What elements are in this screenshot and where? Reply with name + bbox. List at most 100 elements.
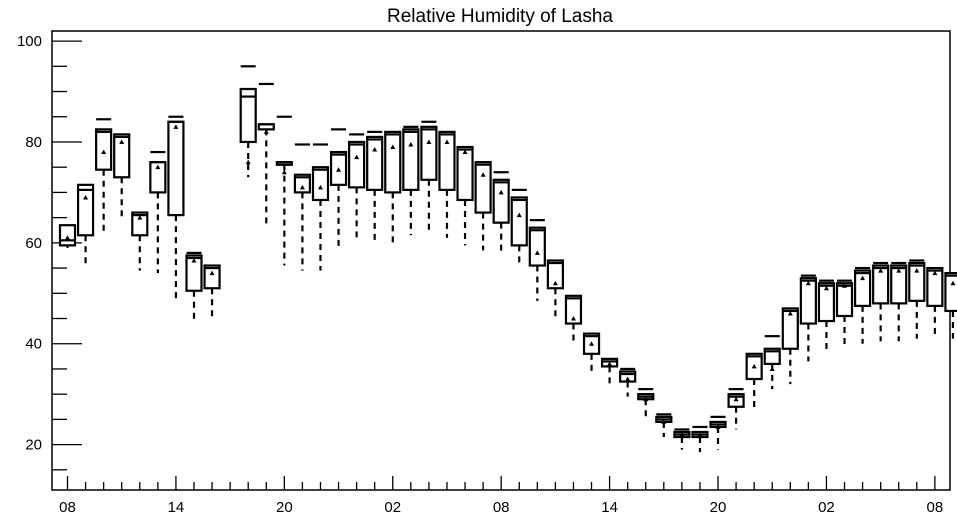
box-group: [781, 307, 799, 385]
mean-marker: [263, 129, 269, 134]
box-group: [293, 143, 312, 271]
box-group: [275, 115, 293, 266]
box: [456, 145, 474, 202]
mean-marker: [715, 424, 721, 429]
box-group: [673, 428, 691, 450]
mean-marker: [589, 341, 595, 346]
box-group: [944, 272, 957, 339]
mean-marker: [372, 147, 378, 152]
mean-marker: [281, 169, 287, 175]
box-group: [257, 82, 275, 226]
box: [113, 133, 131, 179]
box: [402, 128, 420, 191]
x-tick-label: 08: [59, 499, 76, 516]
box: [384, 130, 402, 194]
mean-marker: [155, 164, 161, 170]
box-group: [745, 352, 763, 410]
box-group: [420, 120, 438, 233]
mean-marker: [516, 212, 522, 218]
box: [872, 264, 890, 305]
box: [76, 183, 95, 237]
box-group: [95, 118, 113, 236]
x-tick-label: 02: [384, 499, 401, 516]
box: [528, 226, 546, 267]
mean-marker: [860, 275, 866, 281]
mean-marker: [390, 144, 396, 150]
box: [944, 272, 957, 313]
box-group: [113, 133, 131, 221]
y-axis: 20 40 60 80 100: [17, 33, 82, 471]
box-series: [58, 65, 957, 453]
mean-marker: [336, 167, 342, 172]
box: [474, 161, 492, 214]
mean-marker: [661, 419, 667, 424]
mean-marker: [101, 149, 107, 155]
box: [908, 261, 926, 302]
mean-marker: [245, 159, 251, 165]
x-tick-label: 02: [818, 499, 835, 516]
y-tick-label: 100: [17, 33, 42, 50]
box: [58, 224, 77, 247]
box-group: [637, 388, 655, 417]
mean-marker: [751, 363, 757, 369]
mean-marker: [498, 189, 504, 195]
box-group: [763, 335, 781, 390]
mean-marker: [914, 268, 920, 273]
box: [853, 269, 872, 307]
mean-marker: [878, 268, 884, 273]
box: [239, 87, 257, 144]
box-group: [402, 125, 420, 236]
x-axis: 08 14 20 02 08 14 20 02 08: [59, 476, 943, 516]
mean-marker: [643, 396, 649, 402]
box-group: [185, 251, 203, 324]
box-group: [58, 224, 77, 248]
box-group: [348, 133, 366, 241]
box: [438, 130, 456, 191]
box: [131, 211, 149, 237]
mean-marker: [426, 139, 432, 144]
box: [890, 264, 908, 305]
mean-marker: [823, 285, 829, 291]
box-group: [853, 266, 872, 344]
mean-marker: [534, 250, 540, 255]
box: [185, 254, 203, 292]
box: [492, 178, 510, 224]
mean-marker: [950, 280, 956, 286]
y-tick-label: 20: [25, 437, 42, 454]
box-group: [384, 130, 402, 243]
box-group: [600, 357, 619, 385]
mean-marker: [137, 215, 143, 220]
mean-marker: [299, 184, 305, 190]
box-group: [691, 425, 709, 453]
mean-marker: [480, 172, 486, 177]
mean-marker: [408, 141, 414, 147]
box: [835, 282, 854, 318]
box-group: [510, 188, 528, 266]
box-group: [366, 130, 384, 241]
box: [203, 264, 221, 290]
mean-marker: [932, 270, 938, 276]
box: [799, 277, 817, 325]
box-group: [239, 65, 257, 178]
box: [781, 307, 799, 350]
box-group: [546, 259, 564, 319]
box-group: [709, 415, 727, 450]
y-tick-label: 60: [25, 235, 42, 252]
y-tick-label: 40: [25, 336, 42, 353]
mean-marker: [896, 268, 902, 273]
box-group: [582, 332, 601, 374]
box: [348, 140, 366, 189]
mean-marker: [625, 376, 631, 382]
box: [564, 294, 583, 325]
mean-marker: [697, 432, 703, 437]
box: [420, 125, 438, 181]
box-group: [926, 266, 944, 339]
box: [366, 135, 384, 191]
box-group: [890, 261, 908, 342]
mean-marker: [570, 316, 576, 321]
box-group: [799, 274, 817, 362]
mean-marker: [679, 432, 685, 437]
x-tick-label: 08: [927, 499, 944, 516]
box-group: [456, 145, 474, 246]
box-group: [474, 161, 492, 251]
